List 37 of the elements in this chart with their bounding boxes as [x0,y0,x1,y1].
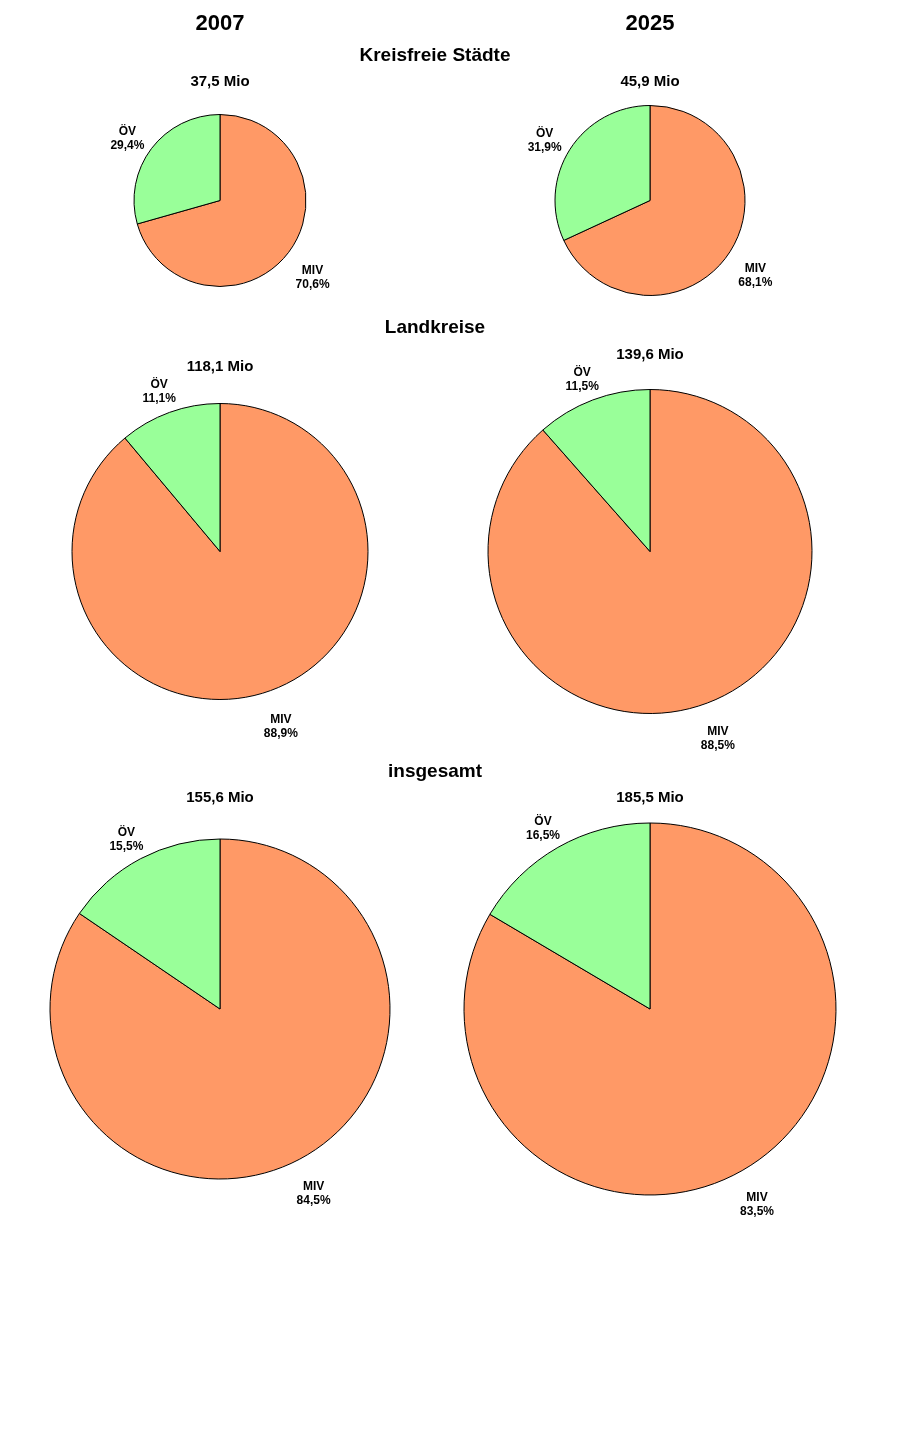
slice-label: MIV [302,1178,325,1193]
chart-title: 118,1 Mio [186,357,254,375]
slice-label: ÖV [150,376,168,392]
data-label: 68,1% [738,274,773,289]
chart-title: 185,5 Mio [616,788,684,805]
chart-title: 37,5 Mio [190,72,250,89]
data-label: 29,4% [110,137,145,152]
data-label: 11,5% [565,378,600,393]
data-label: 31,9% [527,140,563,155]
slice-label: ÖV [573,363,591,379]
data-label: 88,5% [700,738,736,753]
text: insgesamt [388,760,483,781]
pie-slice [71,403,369,700]
slice-label: ÖV [118,122,137,138]
data-label: 11,1% [142,391,177,406]
text: 2025 [625,10,675,35]
slice-label: ÖV [117,824,136,840]
data-label: 70,6% [295,277,330,292]
data-label: 84,5% [296,1192,331,1207]
slice-label: MIV [270,711,292,726]
pie-slice [49,838,391,1180]
slice-label: ÖV [536,125,554,141]
chart-title: 45,9 Mio [620,72,680,89]
text: 2007 [195,10,245,35]
text: Kreisfreie Städte [359,44,511,65]
slice-label: MIV [746,1189,768,1204]
slice-label: MIV [301,263,324,278]
data-label: 88,9% [263,725,299,740]
text: Landkreise [384,316,486,337]
chart-title: 155,6 Mio [186,788,254,805]
data-label: 15,5% [109,839,144,854]
chart-title: 139,6 Mio [616,344,684,362]
slice-label: ÖV [534,813,552,829]
slice-label: MIV [744,260,766,275]
data-label: 83,5% [740,1203,775,1218]
slice-label: MIV [707,724,729,739]
data-label: 16,5% [525,828,561,843]
